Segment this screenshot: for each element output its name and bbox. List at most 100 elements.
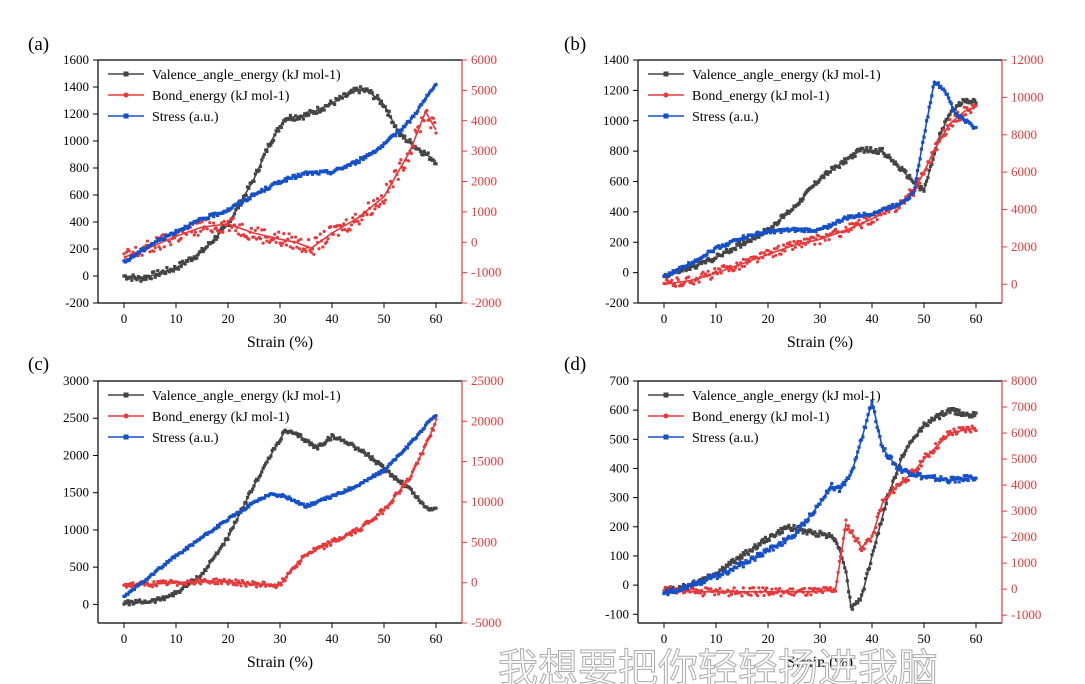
data-point (834, 227, 838, 231)
data-point (840, 219, 844, 223)
data-point (728, 562, 732, 566)
data-point (792, 239, 796, 244)
data-point (318, 232, 322, 236)
data-point (901, 476, 905, 481)
data-point (869, 146, 873, 150)
data-point (861, 589, 865, 593)
series-2 (122, 417, 438, 590)
data-point (303, 112, 307, 116)
data-point (140, 247, 144, 251)
data-point (188, 256, 192, 260)
data-point (876, 429, 881, 433)
data-point (714, 256, 718, 260)
data-point (928, 161, 933, 165)
data-point (377, 512, 381, 517)
data-point (195, 256, 199, 260)
data-point (840, 549, 844, 553)
data-point (382, 201, 386, 205)
data-point (771, 225, 775, 229)
data-point (173, 264, 177, 269)
data-point (268, 456, 272, 460)
data-point (826, 233, 830, 237)
data-point (826, 172, 830, 176)
data-point (919, 185, 923, 189)
y-right-tick-label: 1000 (471, 204, 497, 219)
data-point (226, 518, 230, 522)
data-point (279, 437, 283, 441)
data-point (853, 458, 857, 462)
data-point (862, 547, 866, 551)
data-point (317, 247, 321, 251)
data-point (344, 165, 348, 169)
data-point (230, 579, 234, 583)
data-point (424, 443, 428, 447)
data-point (837, 489, 842, 493)
data-point (766, 249, 770, 253)
data-point (140, 253, 144, 257)
data-point (852, 466, 856, 470)
data-point (711, 271, 716, 275)
data-point (385, 109, 389, 113)
data-point (310, 247, 315, 251)
data-point (778, 541, 782, 545)
data-point (300, 249, 304, 253)
data-point (201, 249, 205, 254)
data-point (967, 108, 972, 112)
data-point (420, 429, 424, 433)
data-point (698, 591, 703, 595)
data-point (740, 594, 744, 598)
data-point (759, 590, 764, 594)
data-point (974, 101, 978, 105)
data-point (154, 598, 159, 602)
data-point (329, 225, 333, 229)
data-point (257, 168, 261, 172)
data-point (412, 467, 416, 471)
data-point (279, 583, 283, 587)
legend-marker (663, 92, 669, 98)
data-point (780, 213, 784, 217)
data-point (743, 264, 747, 268)
data-point (947, 433, 951, 437)
data-point (391, 185, 395, 189)
data-point (377, 470, 381, 474)
data-point (322, 229, 326, 233)
data-point (335, 224, 339, 228)
data-point (906, 478, 911, 482)
data-point (253, 581, 257, 585)
data-point (308, 443, 312, 447)
data-point (336, 539, 341, 543)
data-point (857, 218, 861, 222)
data-point (884, 502, 888, 506)
data-point (948, 112, 952, 116)
data-point (879, 209, 883, 213)
data-point (813, 530, 817, 534)
data-point (856, 450, 860, 454)
data-point (235, 583, 239, 587)
data-point (843, 528, 847, 532)
data-point (248, 197, 252, 201)
data-point (352, 160, 356, 164)
data-point (857, 212, 861, 216)
data-point (823, 494, 827, 499)
data-point (269, 454, 273, 458)
data-point (804, 191, 808, 195)
data-point (795, 227, 799, 231)
data-point (325, 169, 329, 173)
data-point (310, 109, 315, 113)
data-point (300, 114, 304, 118)
data-point (206, 216, 211, 220)
data-point (804, 242, 808, 246)
data-point (827, 238, 831, 242)
data-point (827, 488, 831, 492)
data-point (418, 130, 422, 134)
data-point (414, 130, 419, 135)
y-left-tick-label: 600 (610, 402, 630, 417)
data-point (344, 218, 348, 222)
data-point (386, 113, 390, 117)
data-point (780, 531, 784, 535)
data-point (295, 245, 299, 249)
chart-panel-1: (a)0 10 20 30 40 50 60-20002004006008001000120… (28, 34, 501, 351)
data-point (234, 208, 238, 212)
data-point (314, 111, 318, 115)
data-point (153, 600, 157, 604)
